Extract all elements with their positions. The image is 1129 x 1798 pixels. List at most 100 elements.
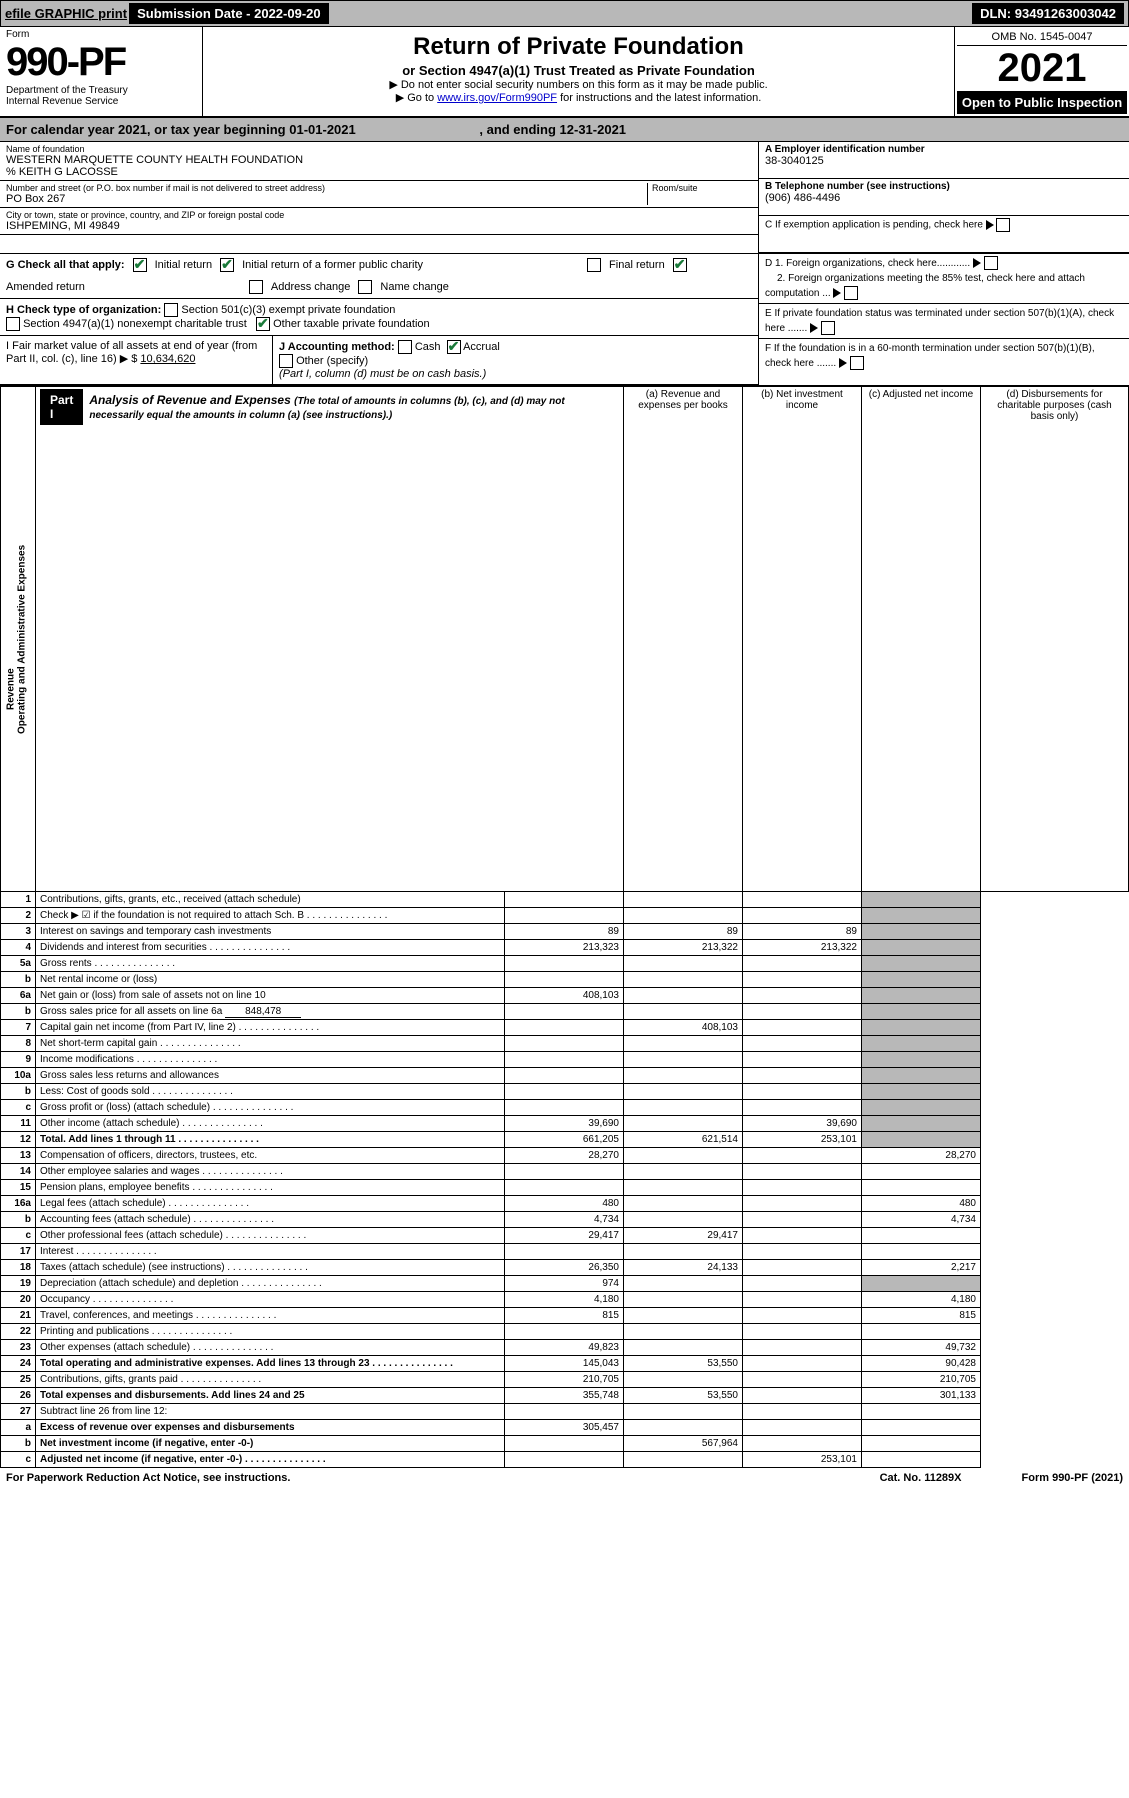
checkbox-501c3[interactable]	[164, 303, 178, 317]
col-c-val: 253,101	[743, 1132, 862, 1148]
checkbox-final-return[interactable]	[587, 258, 601, 272]
col-d-val	[862, 1004, 981, 1020]
checkbox-other-method[interactable]	[279, 354, 293, 368]
col-d-val	[862, 1244, 981, 1260]
line-number: b	[1, 1212, 36, 1228]
part1-title: Analysis of Revenue and Expenses (The to…	[83, 389, 619, 425]
col-c-val	[743, 1228, 862, 1244]
col-c-val	[743, 1388, 862, 1404]
foundation-name: WESTERN MARQUETTE COUNTY HEALTH FOUNDATI…	[6, 154, 752, 166]
col-d-val	[862, 1052, 981, 1068]
checkbox-initial-former[interactable]	[220, 258, 234, 272]
line-b: bLess: Cost of goods sold	[1, 1084, 1129, 1100]
line-b: bNet investment income (if negative, ent…	[1, 1436, 1129, 1452]
line-26: 26Total expenses and disbursements. Add …	[1, 1388, 1129, 1404]
checkbox-amended[interactable]	[673, 258, 687, 272]
col-d-val	[862, 1020, 981, 1036]
exemption-pending: C If exemption application is pending, c…	[759, 216, 1129, 253]
phone-cell: B Telephone number (see instructions) (9…	[759, 179, 1129, 216]
line-desc: Gross sales price for all assets on line…	[36, 1004, 505, 1020]
col-c: (c) Adjusted net income	[862, 387, 981, 892]
col-a-val: 355,748	[505, 1388, 624, 1404]
form-id-block: Form 990-PF Department of the Treasury I…	[0, 27, 203, 116]
checkbox-c[interactable]	[996, 218, 1010, 232]
checkbox-d2[interactable]	[844, 286, 858, 300]
line-number: 6a	[1, 988, 36, 1004]
col-a-val: 39,690	[505, 1116, 624, 1132]
line-desc: Total expenses and disbursements. Add li…	[36, 1388, 505, 1404]
line-number: 8	[1, 1036, 36, 1052]
col-b-val	[624, 1212, 743, 1228]
line-desc: Pension plans, employee benefits	[36, 1180, 505, 1196]
checkbox-initial-return[interactable]	[133, 258, 147, 272]
section-j: J Accounting method: Cash Accrual Other …	[273, 336, 758, 384]
room-suite-label: Room/suite	[652, 183, 752, 193]
checkbox-cash[interactable]	[398, 340, 412, 354]
col-c-val	[743, 892, 862, 908]
line-number: 22	[1, 1324, 36, 1340]
line-desc: Other professional fees (attach schedule…	[36, 1228, 505, 1244]
line-number: 11	[1, 1116, 36, 1132]
checkbox-f[interactable]	[850, 356, 864, 370]
irs-link[interactable]: www.irs.gov/Form990PF	[437, 92, 557, 104]
col-b-val	[624, 972, 743, 988]
paperwork-notice: For Paperwork Reduction Act Notice, see …	[6, 1472, 290, 1484]
form-header: Form 990-PF Department of the Treasury I…	[0, 27, 1129, 118]
line-desc: Occupancy	[36, 1292, 505, 1308]
col-c-val	[743, 908, 862, 924]
line-2: 2Check ▶ ☑ if the foundation is not requ…	[1, 908, 1129, 924]
checkbox-address-change[interactable]	[249, 280, 263, 294]
line-number: 27	[1, 1404, 36, 1420]
col-d-val	[862, 1452, 981, 1468]
arrow-icon	[986, 220, 994, 230]
line-c: cOther professional fees (attach schedul…	[1, 1228, 1129, 1244]
col-d-val: 480	[862, 1196, 981, 1212]
col-c-val	[743, 1148, 862, 1164]
line-number: 3	[1, 924, 36, 940]
line-14: 14Other employee salaries and wages	[1, 1164, 1129, 1180]
line-desc: Total operating and administrative expen…	[36, 1356, 505, 1372]
line-desc: Other income (attach schedule)	[36, 1116, 505, 1132]
checkbox-e[interactable]	[821, 321, 835, 335]
checkbox-accrual[interactable]	[447, 340, 461, 354]
col-a-val	[505, 1404, 624, 1420]
col-b-val	[624, 1004, 743, 1020]
col-a-val	[505, 956, 624, 972]
ein: 38-3040125	[765, 155, 1123, 167]
section-g: G Check all that apply: Initial return I…	[0, 254, 758, 299]
line-b: bAccounting fees (attach schedule)4,7344…	[1, 1212, 1129, 1228]
col-c-val	[743, 988, 862, 1004]
col-d-val	[862, 1180, 981, 1196]
phone: (906) 486-4496	[765, 192, 1123, 204]
col-c-val: 39,690	[743, 1116, 862, 1132]
line-number: 15	[1, 1180, 36, 1196]
col-b-val	[624, 1164, 743, 1180]
col-a-val: 28,270	[505, 1148, 624, 1164]
efile-print-link[interactable]: efile GRAPHIC print	[5, 6, 127, 21]
line-23: 23Other expenses (attach schedule)49,823…	[1, 1340, 1129, 1356]
line-desc: Net rental income or (loss)	[36, 972, 505, 988]
foundation-name-cell: Name of foundation WESTERN MARQUETTE COU…	[0, 142, 758, 181]
line-20: 20Occupancy4,1804,180	[1, 1292, 1129, 1308]
checkbox-name-change[interactable]	[358, 280, 372, 294]
col-b-val	[624, 1084, 743, 1100]
line-number: 7	[1, 1020, 36, 1036]
col-b-val	[624, 1052, 743, 1068]
line-22: 22Printing and publications	[1, 1324, 1129, 1340]
line-1: 1Contributions, gifts, grants, etc., rec…	[1, 892, 1129, 908]
col-c-val	[743, 1164, 862, 1180]
line-7: 7Capital gain net income (from Part IV, …	[1, 1020, 1129, 1036]
checkbox-d1[interactable]	[984, 256, 998, 270]
arrow-icon	[810, 323, 818, 333]
section-h: H Check type of organization: Section 50…	[0, 299, 758, 336]
col-d-val: 90,428	[862, 1356, 981, 1372]
line-number: 18	[1, 1260, 36, 1276]
checkbox-4947[interactable]	[6, 317, 20, 331]
col-b-val	[624, 1196, 743, 1212]
street-address: PO Box 267	[6, 193, 647, 205]
checkbox-other-taxable[interactable]	[256, 317, 270, 331]
col-b-val: 53,550	[624, 1388, 743, 1404]
col-d-val	[862, 1436, 981, 1452]
submission-date: Submission Date - 2022-09-20	[129, 3, 329, 24]
form-title: Return of Private Foundation	[207, 33, 950, 61]
